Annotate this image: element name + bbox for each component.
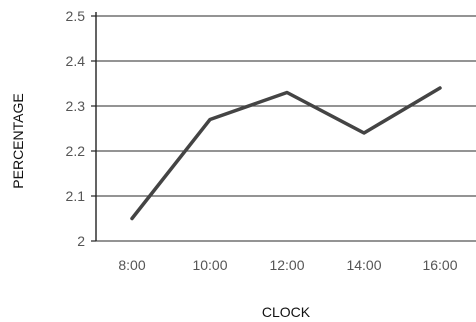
y-tick-label: 2.2 (66, 143, 86, 159)
x-tick-labels: 8:00 10:00 12:00 14:00 16:00 (118, 257, 457, 273)
x-axis-title: CLOCK (262, 304, 311, 320)
x-tick-label: 12:00 (269, 257, 304, 273)
y-tick-label: 2.4 (66, 53, 86, 69)
y-tick-label: 2.5 (66, 8, 86, 24)
x-tick-label: 16:00 (422, 257, 457, 273)
series-lines (130, 86, 442, 221)
series-line (130, 86, 442, 221)
gridlines (91, 15, 476, 242)
x-tick-label: 14:00 (346, 257, 381, 273)
y-axis-title: PERCENTAGE (10, 93, 26, 188)
y-tick-label: 2.1 (66, 188, 86, 204)
x-tick-label: 10:00 (192, 257, 227, 273)
y-tick-labels: 2 2.1 2.2 2.3 2.4 2.5 (66, 8, 86, 249)
y-tick-label: 2 (77, 233, 85, 249)
x-tick-label: 8:00 (118, 257, 145, 273)
y-tick-label: 2.3 (66, 98, 86, 114)
